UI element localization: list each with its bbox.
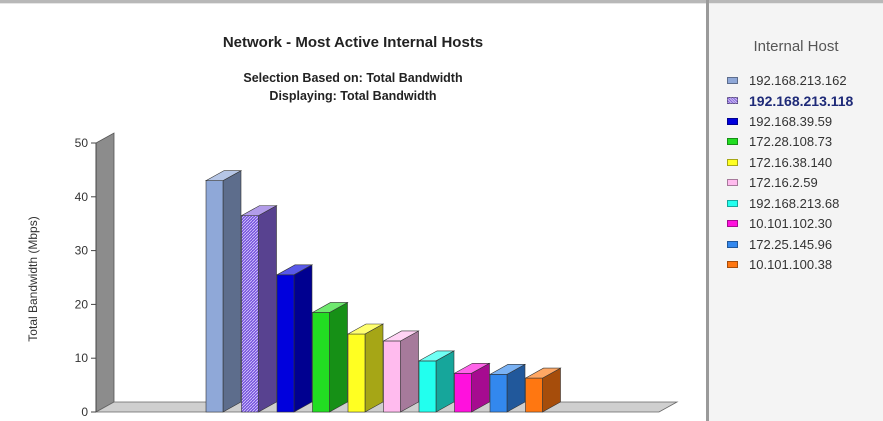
y-tick-label: 20 [75,297,89,311]
bar-side [329,301,348,413]
legend-item[interactable]: 192.168.213.118 [727,91,853,112]
bar-front [241,215,259,413]
legend-label: 192.168.213.162 [749,72,847,88]
legend-item[interactable]: 172.28.108.73 [727,132,853,153]
bar[interactable] [382,330,420,413]
legend-swatch [727,220,738,228]
bar-top [417,350,456,362]
legend-swatch [727,199,738,207]
legend-label: 192.168.39.59 [749,113,833,129]
panel-divider[interactable] [706,0,709,421]
bar[interactable] [453,362,491,413]
bar-chart: 0 10 20 30 40 50 Total Bandwidth (Mbps) [26,132,679,419]
bar[interactable] [275,264,314,413]
y-tick-label: 40 [75,190,89,204]
bar[interactable] [346,323,385,413]
bar-front [525,377,543,413]
legend-list: 192.168.213.162 192.168.213.118 192.168.39… [727,70,853,275]
bar-top [204,170,243,181]
legend-item[interactable]: 172.16.2.59 [727,173,853,194]
legend-label: 172.16.38.140 [749,154,833,170]
legend-swatch [727,179,738,187]
bar-front [205,180,224,413]
bar[interactable] [488,363,527,413]
bar-top [275,264,314,276]
bar-front [312,312,330,413]
bar-side [364,323,384,413]
bar-top [346,323,385,335]
legend-label: 10.101.100.38 [749,257,833,273]
legend-label: 192.168.213.118 [749,92,854,109]
bar-front [383,340,401,413]
legend-swatch [727,97,738,105]
bar-top [311,302,349,313]
y-tick-label: 50 [75,136,89,150]
bar[interactable] [240,205,278,413]
window-top-highlight [0,3,883,4]
bar[interactable] [204,170,243,413]
legend-label: 192.168.213.68 [749,195,840,211]
chart-back-wall [95,132,115,413]
bar-top [382,330,420,342]
y-tick-label: 30 [75,244,89,258]
legend-item[interactable]: 192.168.39.59 [727,111,853,132]
legend-label: 172.16.2.59 [749,175,818,191]
legend-item[interactable]: 192.168.213.162 [727,70,853,91]
legend-item[interactable]: 172.25.145.96 [727,234,853,255]
bar[interactable] [417,350,456,413]
y-tick-label: 10 [75,351,89,365]
bar-top [488,364,527,375]
window-top-border [0,0,883,3]
y-axis-title: Total Bandwidth (Mbps) [26,216,40,341]
bar-top [453,362,491,374]
legend-swatch [727,117,738,125]
legend-swatch [727,138,738,146]
legend-item[interactable]: 192.168.213.68 [727,193,853,214]
y-tick-label: 0 [81,405,88,419]
chart-panel: 0 10 20 30 40 50 Total Bandwidth (Mbps) Networ… [0,4,706,421]
legend-swatch [727,261,738,269]
bar-front [276,274,295,413]
bar-side [258,205,277,413]
chart-subtitle-selection: Selection Based on: Total Bandwidth [243,71,463,85]
legend-item[interactable]: 10.101.102.30 [727,214,853,235]
legend-label: 172.25.145.96 [749,236,833,252]
bar-front [454,372,472,413]
bar-top [240,205,278,216]
chart-title: Network - Most Active Internal Hosts [222,34,484,51]
legend-label: 10.101.102.30 [749,216,833,232]
legend-item[interactable]: 172.16.38.140 [727,152,853,173]
legend-swatch [727,240,738,248]
legend-swatch [727,76,738,84]
bar-front [347,333,366,413]
bar-side [293,264,313,413]
chart-subtitle-displaying: Displaying: Total Bandwidth [269,89,437,103]
bar[interactable] [524,367,562,413]
legend-label: 172.28.108.73 [749,134,833,150]
bar-front [489,374,508,413]
legend-item[interactable]: 10.101.100.38 [727,255,853,276]
bar-side [222,170,242,413]
bar-side [400,330,419,413]
bar-top [524,367,562,379]
legend-swatch [727,158,738,166]
legend-title: Internal Host [753,38,839,55]
bar-side [435,350,455,413]
bar-front [418,360,437,413]
legend-panel: Internal Host 192.168.213.162 192.168.213… [709,4,883,421]
bar[interactable] [311,301,349,413]
